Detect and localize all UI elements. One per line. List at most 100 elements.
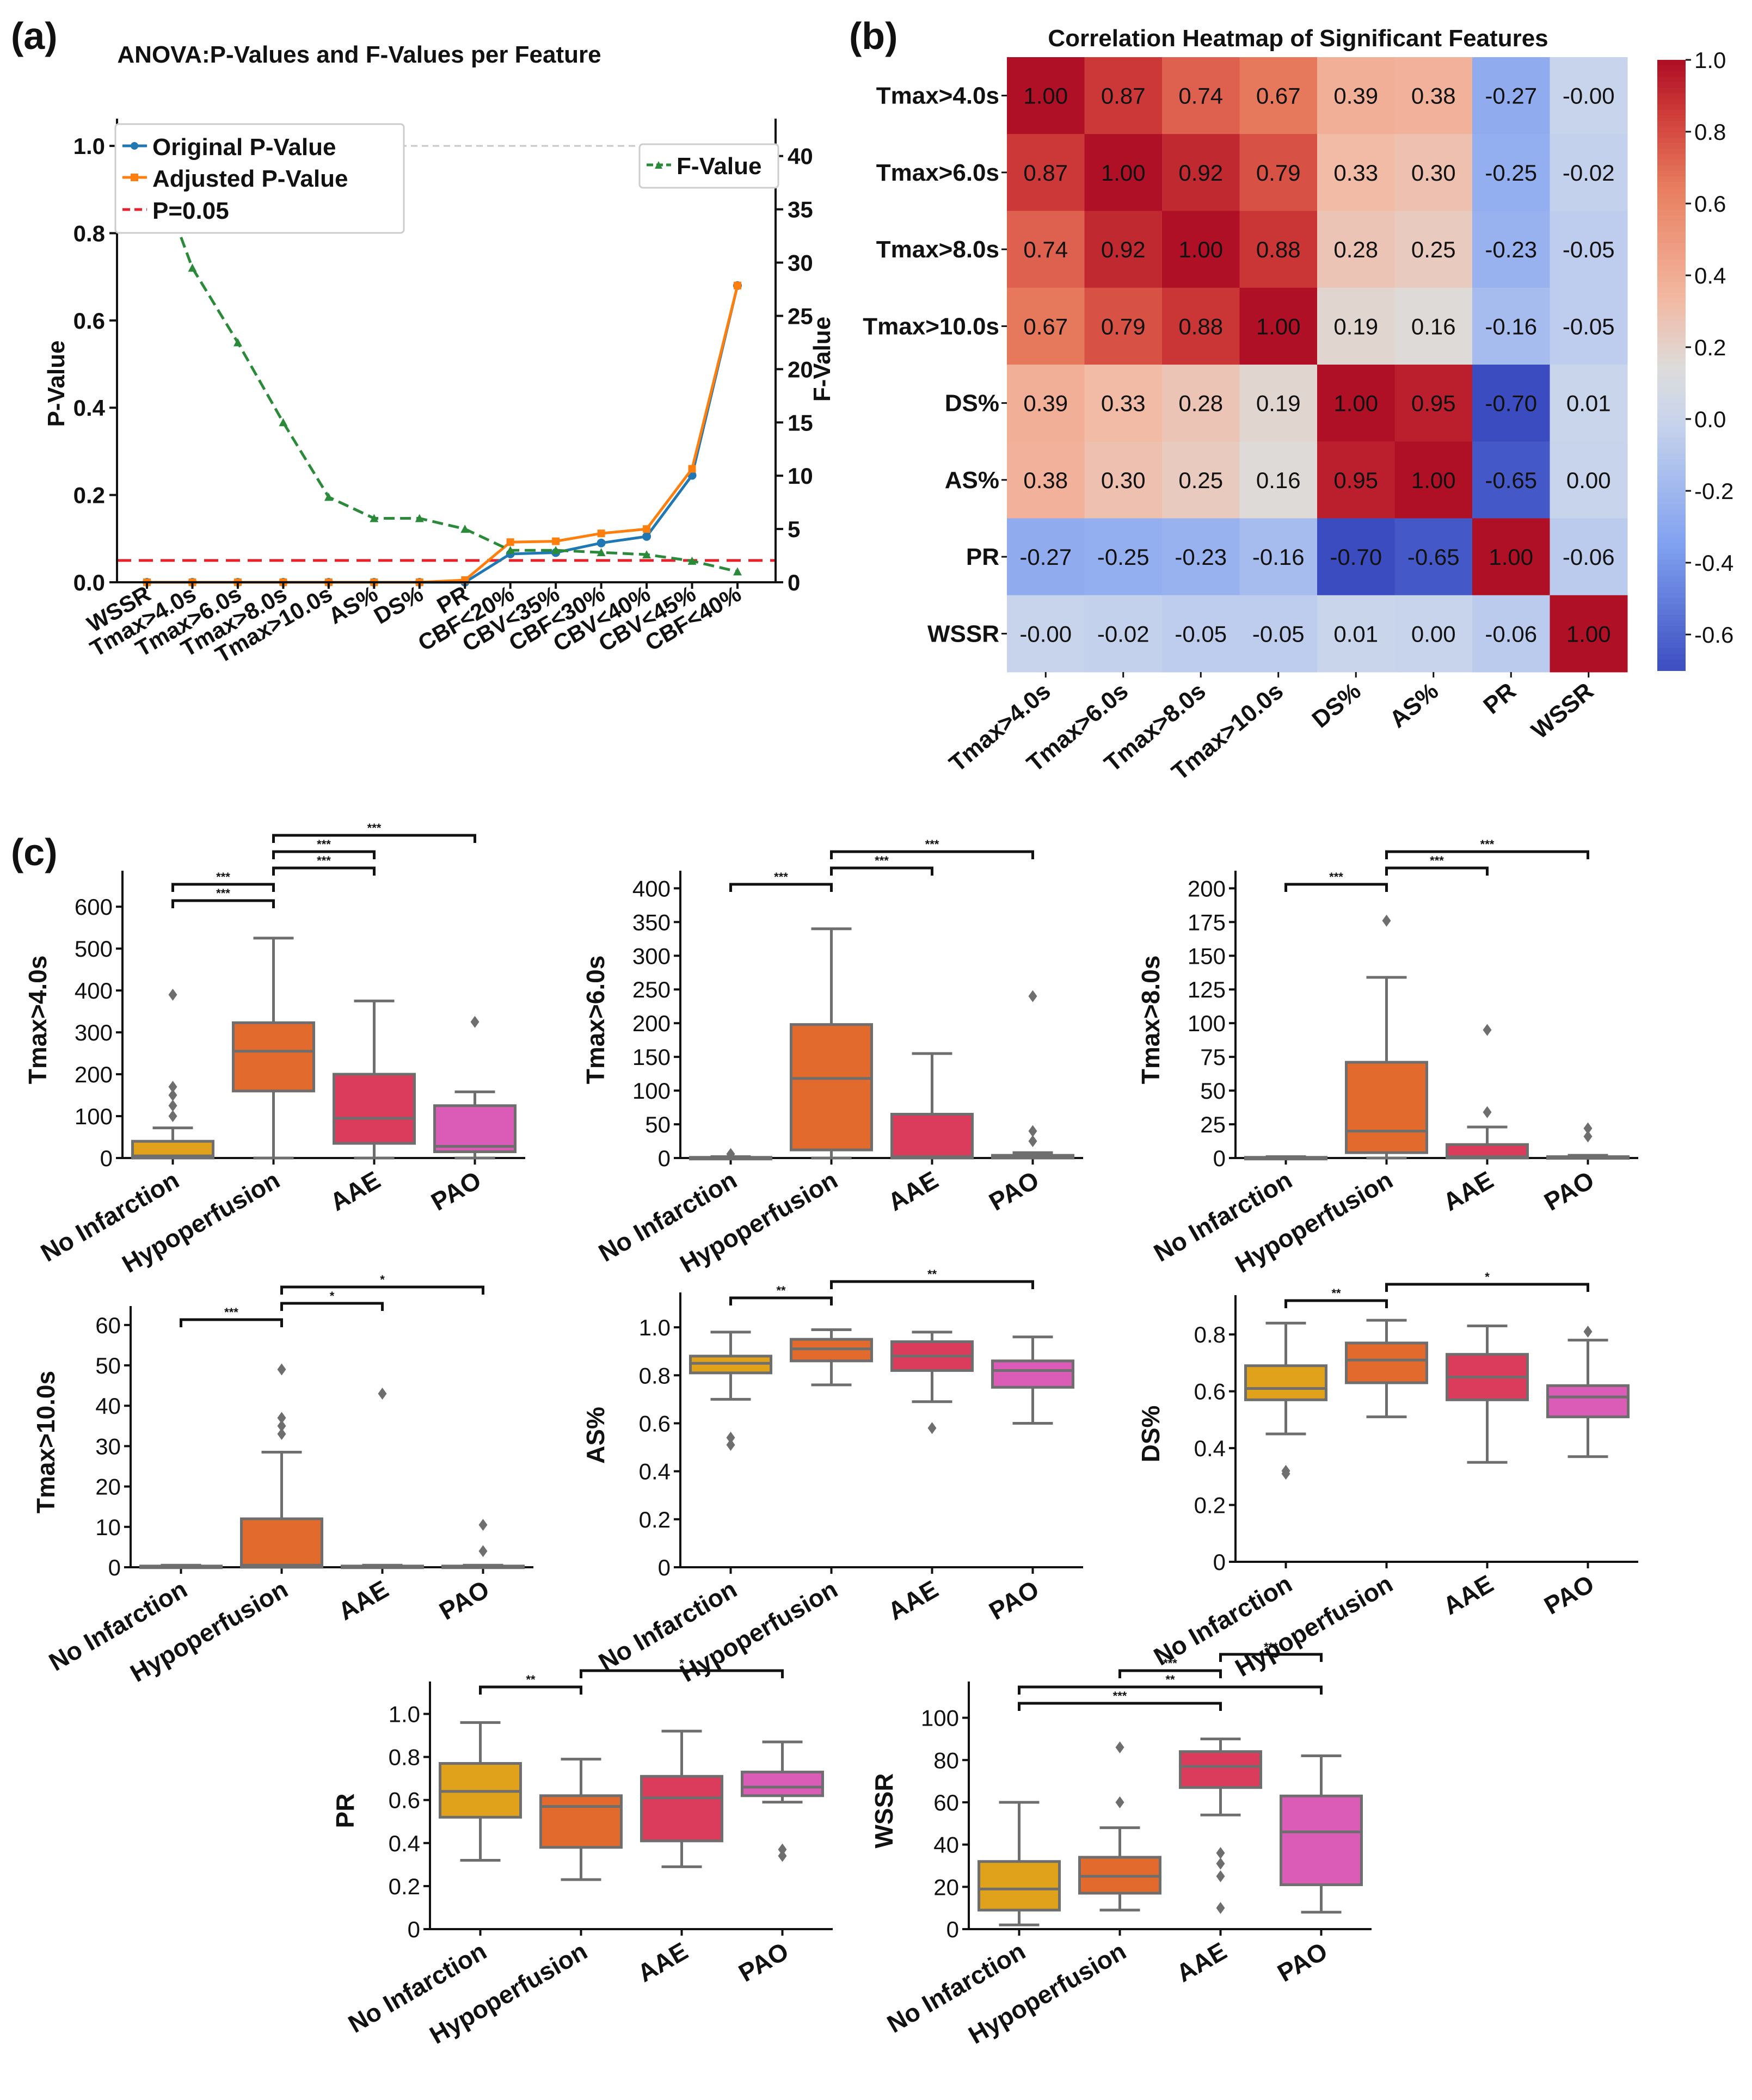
colorbar-segment: [1657, 381, 1686, 388]
heatmap-cell-value: 0.00: [1566, 467, 1611, 493]
colorbar-segment: [1657, 276, 1686, 282]
boxplot-xtick-label: AAE: [1438, 1569, 1498, 1621]
heatmap-col-label: AS%: [1385, 678, 1443, 733]
heatmap-cell-value: -0.00: [1019, 621, 1072, 646]
significance-bracket: [830, 1280, 1034, 1289]
significance-bracket: [171, 883, 275, 892]
significance-label: *: [330, 1289, 335, 1303]
boxplot-ytick-label: 100: [921, 1705, 959, 1731]
boxplot-ytick-label: 60: [933, 1790, 959, 1815]
boxplot-ylabel: Tmax>10.0s: [32, 1371, 60, 1513]
colorbar-tick-label: 0.6: [1694, 191, 1726, 217]
f-value-point: [460, 525, 470, 533]
boxplot-ytick-label: 0: [1213, 1146, 1226, 1171]
heatmap-cell-value: 1.00: [1333, 391, 1378, 416]
colorbar-segment: [1657, 648, 1686, 655]
heatmap-cell: [1084, 134, 1163, 211]
heatmap-cell-value: -0.25: [1485, 160, 1537, 186]
colorbar-segment: [1657, 421, 1686, 427]
heatmap-cell: [1084, 211, 1163, 288]
heatmap-cell: [1317, 518, 1395, 596]
heatmap-cell-value: 0.67: [1023, 313, 1068, 339]
box: [1345, 1061, 1428, 1154]
heatmap-cell: [1239, 365, 1318, 442]
colorbar-segment: [1657, 442, 1686, 449]
colorbar-segment: [1657, 526, 1686, 532]
colorbar-segment: [1657, 82, 1686, 88]
significance-label: **: [927, 1267, 937, 1281]
boxplot-xtick-label: PAO: [1539, 1569, 1599, 1620]
colorbar-segment: [1657, 321, 1686, 327]
boxplot-ytick-label: 0.4: [639, 1459, 671, 1485]
box: [741, 1770, 824, 1797]
colorbar-segment: [1657, 520, 1686, 527]
boxplot-ylabel: Tmax>8.0s: [1136, 956, 1165, 1085]
heatmap-cell-value: 0.33: [1101, 391, 1146, 416]
heatmap-cell: [1007, 211, 1085, 288]
adjusted-p-point: [552, 537, 560, 545]
boxplot-ytick-label: 200: [1188, 876, 1226, 901]
box: [1546, 1384, 1630, 1419]
colorbar-segment: [1657, 232, 1686, 238]
heatmap-cell-value: -0.27: [1485, 83, 1537, 109]
boxplot-ytick-label: 100: [632, 1078, 671, 1104]
significance-label: *: [380, 1273, 385, 1286]
heatmap-cell: [1317, 287, 1395, 365]
heatmap-row-label: DS%: [945, 390, 999, 417]
heatmap-cell-value: 0.95: [1411, 391, 1456, 416]
heatmap-cell-value: 0.28: [1178, 391, 1223, 416]
colorbar-tick-label: 0.8: [1694, 119, 1726, 145]
colorbar-segment: [1657, 376, 1686, 383]
heatmap-cell-value: -0.05: [1252, 621, 1305, 646]
legend-left-frame: [114, 123, 405, 234]
heatmap-cell-value: 0.25: [1178, 467, 1223, 493]
colorbar-segment: [1657, 199, 1686, 205]
outlier-point: [478, 1545, 488, 1557]
heatmap-cell: [1472, 441, 1550, 519]
anova-ytick-label: 0.2: [73, 483, 105, 508]
colorbar-segment: [1657, 515, 1686, 521]
colorbar-segment: [1657, 454, 1686, 460]
anova-ytick-label: 0.0: [73, 570, 105, 595]
heatmap-cell: [1550, 211, 1628, 288]
significance-bracket: [830, 866, 933, 876]
legend-right-frame: [638, 143, 779, 189]
heatmap-cell: [1550, 595, 1628, 673]
anova-chart: ANOVA:P-Values and F-Values per Feature …: [43, 41, 835, 668]
colorbar-tick-label: 1.0: [1694, 47, 1726, 73]
colorbar-segment: [1657, 226, 1686, 233]
colorbar-segment: [1657, 476, 1686, 483]
colorbar-segment: [1657, 576, 1686, 582]
colorbar-segment: [1657, 387, 1686, 393]
colorbar-tick-label: -0.6: [1694, 622, 1733, 648]
significance-label: ***: [216, 886, 230, 900]
heatmap-cell-value: -0.06: [1485, 621, 1537, 646]
outlier-point: [168, 1099, 177, 1112]
heatmap-cell-value: -0.00: [1563, 83, 1615, 109]
heatmap-cell: [1317, 211, 1395, 288]
heatmap-row-label: Tmax>4.0s: [876, 83, 999, 109]
anova-ytick-label: 1.0: [73, 133, 105, 159]
f-value-point: [687, 556, 697, 565]
heatmap-cell: [1162, 287, 1240, 365]
heatmap-cell-value: 1.00: [1178, 237, 1223, 262]
original-p-point: [642, 532, 651, 541]
boxplot-xtick-label: AAE: [333, 1575, 393, 1626]
heatmap-cell: [1007, 595, 1085, 673]
colorbar-segment: [1657, 587, 1686, 594]
colorbar-segment: [1657, 459, 1686, 466]
colorbar-segment: [1657, 626, 1686, 632]
colorbar-segment: [1657, 149, 1686, 155]
heatmap-cell: [1084, 441, 1163, 519]
colorbar-segment: [1657, 126, 1686, 133]
box: [433, 1104, 517, 1153]
panel-label-c: (c): [11, 831, 58, 873]
significance-bracket: [272, 866, 376, 876]
heatmap-cell: [1239, 57, 1318, 134]
heatmap-cell: [1239, 595, 1318, 673]
heatmap-cell-value: 0.30: [1101, 467, 1146, 493]
colorbar-tick-label: 0.4: [1694, 263, 1726, 288]
anova-xtick-label: DS%: [370, 581, 427, 629]
boxplot-ytick-label: 0.6: [1194, 1379, 1226, 1405]
